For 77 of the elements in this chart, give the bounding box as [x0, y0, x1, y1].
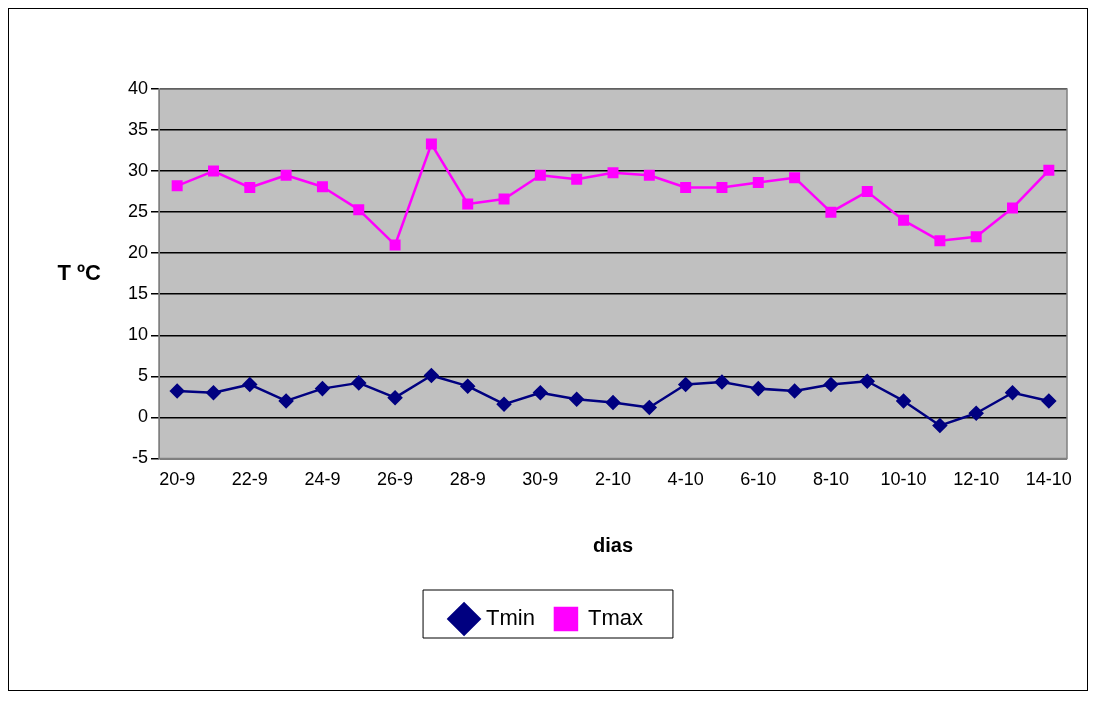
x-tick-label: 20-9	[159, 469, 196, 490]
point	[533, 385, 548, 400]
x-axis-title: dias	[592, 533, 634, 556]
x-tick-label: 14-10	[1025, 469, 1072, 490]
point	[171, 180, 183, 192]
point	[1007, 202, 1019, 214]
point	[280, 169, 292, 181]
y-tick-label: -5	[131, 447, 148, 468]
legend-label: Tmax	[587, 605, 643, 631]
point	[278, 393, 294, 409]
point	[680, 182, 692, 193]
point	[789, 172, 801, 184]
point	[351, 375, 367, 391]
y-tick-label: 35	[127, 119, 148, 140]
point	[968, 406, 984, 421]
point	[315, 381, 330, 396]
point	[424, 368, 439, 383]
y-axis-title: T ºC	[57, 259, 102, 285]
point	[498, 193, 510, 205]
point	[389, 239, 401, 251]
x-tick-label: 2-10	[594, 469, 632, 490]
point	[932, 418, 948, 433]
point	[353, 204, 365, 216]
point	[751, 381, 766, 396]
point	[316, 181, 328, 193]
point	[571, 173, 583, 185]
point	[206, 385, 221, 400]
point	[1041, 393, 1057, 409]
legend-label: Tmin	[486, 605, 535, 631]
point	[934, 235, 946, 247]
point	[643, 169, 655, 181]
point	[716, 182, 728, 193]
point	[1005, 385, 1020, 400]
point	[244, 182, 256, 193]
x-tick-label: 22-9	[231, 469, 268, 490]
y-tick-label: 5	[137, 365, 148, 386]
point	[970, 231, 982, 243]
point	[787, 383, 802, 399]
point	[605, 395, 621, 410]
y-tick-label: 20	[127, 242, 148, 263]
point	[569, 392, 584, 407]
x-tick-label: 26-9	[377, 469, 414, 490]
point	[425, 138, 437, 150]
point	[207, 165, 219, 177]
point	[642, 400, 657, 415]
x-tick-label: 8-10	[812, 469, 849, 490]
point	[678, 377, 693, 392]
point	[169, 383, 185, 399]
point	[896, 393, 911, 409]
y-tick-label: 40	[127, 77, 148, 98]
x-tick-label: 28-9	[449, 469, 486, 490]
point	[462, 198, 474, 210]
y-tick-label: 10	[127, 324, 148, 345]
y-tick-label: 25	[127, 201, 148, 222]
point	[861, 186, 873, 198]
x-tick-label: 30-9	[522, 469, 559, 490]
point	[242, 377, 258, 392]
point	[460, 378, 475, 394]
y-tick-label: 15	[127, 283, 148, 304]
x-tick-label: 4-10	[667, 469, 704, 490]
point	[752, 177, 764, 189]
x-tick-label: 10-10	[880, 469, 927, 490]
point	[496, 396, 512, 412]
point	[387, 390, 403, 405]
point	[823, 377, 839, 392]
point	[714, 374, 730, 390]
point	[898, 214, 910, 226]
point	[607, 167, 619, 179]
point	[825, 206, 837, 218]
y-tick-label: 30	[127, 160, 148, 181]
point	[859, 373, 875, 389]
x-tick-label: 24-9	[304, 469, 341, 490]
point	[534, 169, 546, 181]
x-tick-label: 12-10	[953, 469, 1000, 490]
point	[1043, 164, 1055, 176]
y-tick-label: 0	[137, 406, 148, 427]
x-tick-label: 6-10	[740, 469, 777, 490]
